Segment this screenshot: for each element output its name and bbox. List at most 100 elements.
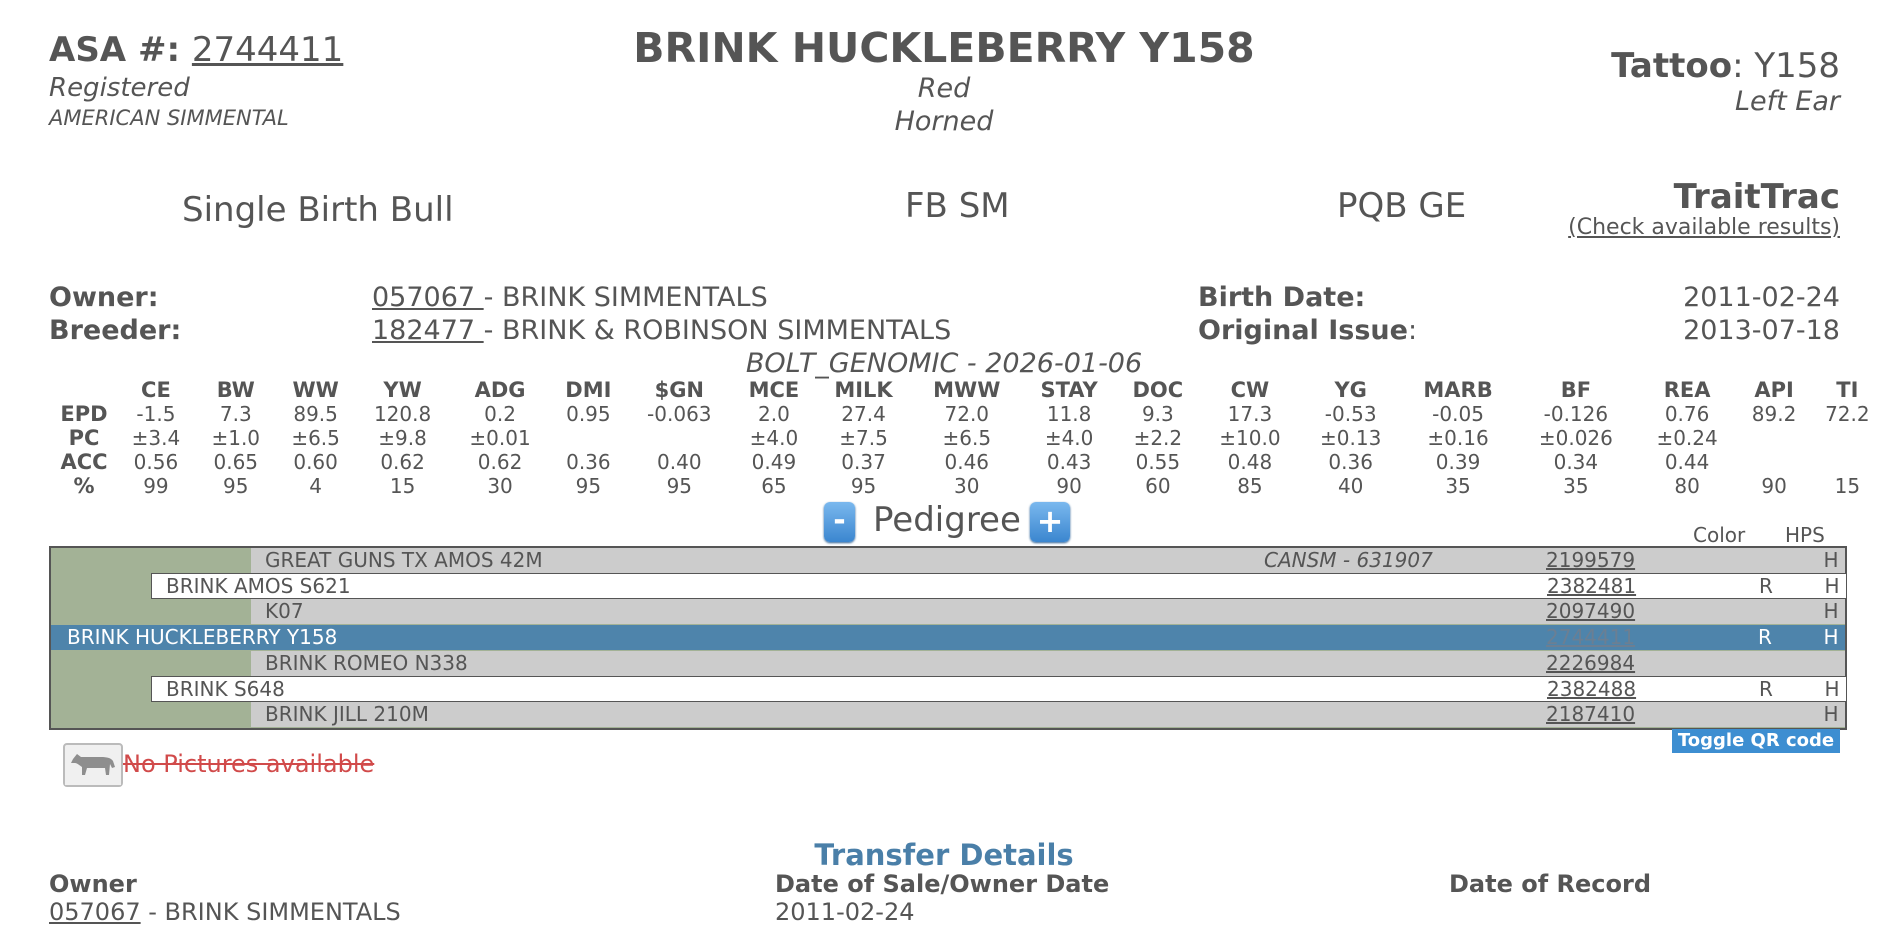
animal-name: BRINK HUCKLEBERRY Y158 xyxy=(633,24,1255,72)
pedigree-reg-link[interactable]: 2097490 xyxy=(1546,599,1636,623)
epd-value: 35 xyxy=(1563,474,1589,498)
pedigree-animal-name[interactable]: BRINK JILL 210M xyxy=(265,702,429,726)
epd-value xyxy=(1737,426,1810,450)
epd-value: 0.44 xyxy=(1664,450,1710,474)
epd-value: 40 xyxy=(1337,474,1364,498)
epd-value: 90 xyxy=(1056,474,1082,498)
asa-number[interactable]: 2744411 xyxy=(191,30,344,70)
pedigree-animal-name[interactable]: BRINK AMOS S621 xyxy=(166,574,351,598)
epd-row: EPD -1.5 7.3 89.5 120.8 0.2 0.95 -0.063 2.0 27.4 7… xyxy=(52,402,1884,426)
epd-value: ±3.4 xyxy=(131,426,181,450)
epd-value: ±6.5 xyxy=(942,426,992,450)
original-issue-date: 2013-07-18 xyxy=(1683,315,1840,346)
collapse-pedigree-button[interactable]: - xyxy=(824,502,855,542)
epd-value: 0.76 xyxy=(1664,402,1710,426)
epd-value: 2.0 xyxy=(758,402,790,426)
epd-column-header: MCE xyxy=(748,378,800,402)
transfer-owner-id-link[interactable]: 057067 xyxy=(49,898,141,926)
epd-value: 0.95 xyxy=(566,402,611,426)
traittrac-link[interactable]: (Check available results) xyxy=(1568,215,1840,240)
epd-value: ±0.13 xyxy=(1320,426,1382,450)
genetic-conditions: PQB GE xyxy=(1337,186,1467,226)
pedigree-row-dam: BRINK S648 2382488 R H xyxy=(151,676,1846,702)
toggle-qr-code-button[interactable]: Toggle QR code xyxy=(1672,729,1840,753)
pedigree-hps: H xyxy=(1824,574,1840,598)
expand-pedigree-button[interactable]: + xyxy=(1030,502,1070,542)
epd-value: 30 xyxy=(954,474,980,498)
epd-column-header: YG xyxy=(1334,378,1367,402)
epd-value: 0.49 xyxy=(751,450,797,474)
epd-value: 0.56 xyxy=(133,450,179,474)
pedigree-reg-link[interactable]: 2199579 xyxy=(1546,548,1636,572)
original-issue-label-text: Original Issue xyxy=(1198,315,1408,346)
epd-value: -0.53 xyxy=(1324,402,1377,426)
pedigree-animal-name[interactable]: K07 xyxy=(265,599,304,623)
pedigree-reg-link[interactable]: 2382481 xyxy=(1547,574,1637,598)
epd-row-label: PC xyxy=(68,426,100,450)
transfer-record-date-header: Date of Record xyxy=(1449,870,1651,898)
epd-value: 11.8 xyxy=(1046,402,1092,426)
pedigree-animal-name[interactable]: BRINK ROMEO N338 xyxy=(265,651,468,675)
epd-value: 85 xyxy=(1237,474,1263,498)
pedigree-animal-name[interactable]: GREAT GUNS TX AMOS 42M xyxy=(265,548,543,572)
owner-name: - BRINK SIMMENTALS xyxy=(483,282,768,313)
birth-type: Single Birth Bull xyxy=(182,190,454,230)
tattoo-location: Left Ear xyxy=(1734,86,1840,117)
epd-value: 120.8 xyxy=(373,402,432,426)
epd-column-header: BW xyxy=(216,378,255,402)
epd-value: 0.40 xyxy=(657,450,702,474)
pedigree-row-sire-dam: K07 2097490 H xyxy=(251,599,1845,624)
epd-value: 89.2 xyxy=(1751,402,1797,426)
pedigree-reg-link[interactable]: 2744411 xyxy=(1546,625,1636,649)
pedigree-hps: H xyxy=(1823,599,1839,623)
pedigree-reg-link[interactable]: 2226984 xyxy=(1546,651,1636,675)
epd-header-row: CE BW WW YW ADG DMI $GN MCE MILK MWW STAY DOC CW YG MA… xyxy=(52,378,1884,402)
epd-value: 0.60 xyxy=(293,450,338,474)
epd-value: 0.37 xyxy=(841,450,886,474)
transfer-details-title: Transfer Details xyxy=(814,838,1074,872)
epd-column-header: CW xyxy=(1230,378,1270,402)
epd-value xyxy=(626,426,732,450)
epd-value xyxy=(1811,426,1884,450)
epd-value: 0.65 xyxy=(213,450,259,474)
epd-value: 7.3 xyxy=(219,402,252,426)
asa-label-text: ASA # xyxy=(49,30,167,70)
breeder-label: Breeder: xyxy=(49,315,182,346)
pedigree-row-sire-sire: GREAT GUNS TX AMOS 42M CANSM - 631907 21… xyxy=(251,548,1845,573)
owner-id-link[interactable]: 057067 xyxy=(372,282,484,313)
pedigree-row-dam-sire: BRINK ROMEO N338 2226984 xyxy=(251,651,1845,676)
epd-table: CE BW WW YW ADG DMI $GN MCE MILK MWW STAY DOC CW YG MA… xyxy=(52,378,1884,498)
pedigree-reg-link[interactable]: 2187410 xyxy=(1546,702,1636,726)
epd-value: 0.34 xyxy=(1553,450,1599,474)
epd-value: 35 xyxy=(1445,474,1471,498)
epd-column-header: YW xyxy=(383,378,422,402)
pedigree-row-subject: BRINK HUCKLEBERRY Y158 2744411 R H xyxy=(51,625,1845,650)
epd-value: 72.0 xyxy=(944,402,990,426)
pedigree-reg-link[interactable]: 2382488 xyxy=(1547,677,1637,701)
epd-value: 95 xyxy=(666,474,693,498)
epd-value: 0.2 xyxy=(484,402,516,426)
epd-value: 90 xyxy=(1761,474,1787,498)
epd-column-header: STAY xyxy=(1040,378,1098,402)
herdbook: FB SM xyxy=(905,186,1010,226)
epd-run-title: BOLT_GENOMIC - 2026-01-06 xyxy=(745,348,1143,379)
pedigree-hps: H xyxy=(1823,548,1839,572)
epd-column-header: BF xyxy=(1560,378,1592,402)
epd-value: ±0.026 xyxy=(1538,426,1613,450)
original-issue-label: Original Issue: xyxy=(1198,315,1418,346)
pedigree-color: R xyxy=(1759,574,1773,598)
epd-value: 95 xyxy=(850,474,877,498)
epd-column-header: $GN xyxy=(654,378,705,402)
pedigree-animal-name[interactable]: BRINK S648 xyxy=(166,677,285,701)
epd-value: ±6.5 xyxy=(291,426,340,450)
epd-value xyxy=(550,426,626,450)
breed: AMERICAN SIMMENTAL xyxy=(49,106,289,130)
transfer-sale-date-header: Date of Sale/Owner Date xyxy=(775,870,1110,898)
epd-column-header: DMI xyxy=(565,378,612,402)
epd-value: 30 xyxy=(487,474,513,498)
pedigree-grid: GREAT GUNS TX AMOS 42M CANSM - 631907 21… xyxy=(49,546,1847,730)
epd-value: ±10.0 xyxy=(1219,426,1281,450)
animal-horn-status: Horned xyxy=(894,106,994,137)
breeder-id-link[interactable]: 182477 xyxy=(372,315,484,346)
epd-value: ±1.0 xyxy=(211,426,261,450)
